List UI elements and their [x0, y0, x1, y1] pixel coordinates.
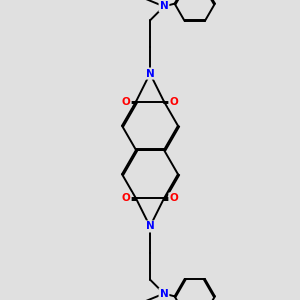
Text: O: O [122, 194, 130, 203]
Text: N: N [146, 69, 154, 79]
Text: N: N [160, 289, 168, 298]
Text: O: O [169, 194, 178, 203]
Text: O: O [169, 97, 178, 106]
Text: N: N [146, 221, 154, 231]
Text: O: O [122, 97, 130, 106]
Text: N: N [160, 2, 168, 11]
